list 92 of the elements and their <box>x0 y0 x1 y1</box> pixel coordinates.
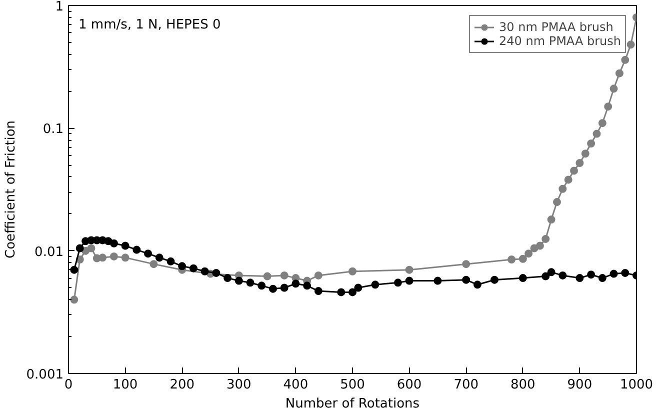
point <box>121 254 130 262</box>
point <box>394 278 402 287</box>
x-tick-label: 100 <box>112 378 138 392</box>
point <box>200 267 209 276</box>
point <box>110 252 118 260</box>
y-tick-label: 0.001 <box>26 368 64 382</box>
point <box>552 198 561 206</box>
point <box>212 268 220 277</box>
point <box>490 276 498 284</box>
point <box>610 270 618 278</box>
x-tick-label: 300 <box>226 378 252 392</box>
x-axis-title: Number of Rotations <box>285 396 420 412</box>
point <box>132 246 141 254</box>
point <box>258 282 266 290</box>
point <box>598 274 606 282</box>
y-tick-label: 1 <box>55 0 64 14</box>
point <box>348 267 356 276</box>
point <box>524 250 533 258</box>
point <box>518 254 527 263</box>
point <box>536 242 544 250</box>
point <box>621 268 630 277</box>
point <box>166 257 175 266</box>
point <box>314 271 322 280</box>
point <box>263 272 272 280</box>
point <box>280 271 288 280</box>
x-tick-label: 500 <box>340 378 365 392</box>
x-tick-label: 700 <box>454 378 479 392</box>
point <box>405 276 414 285</box>
point <box>576 274 584 282</box>
point <box>576 159 584 167</box>
point <box>570 166 578 175</box>
legend-label: 30 nm PMAA brush <box>499 20 614 34</box>
point <box>558 184 567 193</box>
point <box>547 216 556 224</box>
point <box>473 280 482 289</box>
point <box>268 284 277 293</box>
point <box>314 287 322 296</box>
x-tick-label: 800 <box>510 378 536 392</box>
point <box>87 244 96 252</box>
point <box>615 69 624 78</box>
point <box>70 296 78 304</box>
point <box>610 84 618 93</box>
point <box>189 264 198 272</box>
point <box>581 150 590 158</box>
point <box>518 274 527 282</box>
point <box>246 278 254 287</box>
point <box>434 276 442 285</box>
point <box>626 40 635 49</box>
y-tick-label: 0.01 <box>34 244 64 260</box>
x-tick-label: 200 <box>170 378 195 392</box>
legend-label: 240 nm PMAA brush <box>499 34 621 48</box>
x-tick-label: 900 <box>567 378 592 392</box>
point <box>592 130 601 138</box>
x-tick-label: 0 <box>64 378 73 392</box>
point <box>70 266 78 274</box>
point <box>547 268 556 276</box>
point <box>564 176 572 184</box>
point <box>121 242 130 250</box>
point <box>462 276 470 284</box>
point <box>542 234 550 243</box>
y-tick-label: 0.1 <box>42 122 64 138</box>
point <box>371 280 380 289</box>
point <box>150 260 158 268</box>
point <box>224 274 232 282</box>
point <box>462 260 470 268</box>
point <box>178 262 186 270</box>
point <box>337 288 346 296</box>
point <box>558 271 567 280</box>
x-tick-label: 600 <box>396 378 422 392</box>
point <box>144 250 152 258</box>
point <box>98 254 107 262</box>
point <box>234 276 243 285</box>
point <box>542 272 550 280</box>
point <box>110 239 118 248</box>
point <box>280 284 288 292</box>
point <box>587 140 596 148</box>
point <box>508 256 516 264</box>
x-tick-label: 400 <box>283 378 308 392</box>
point <box>348 288 356 296</box>
point <box>292 280 300 288</box>
x-tick-label: 1000 <box>620 378 654 392</box>
point <box>354 284 362 292</box>
point <box>587 270 596 279</box>
point <box>155 254 164 262</box>
point <box>598 119 606 128</box>
point <box>604 102 612 111</box>
point <box>303 282 312 290</box>
point <box>621 56 630 64</box>
y-axis-title: Coefficient of Friction <box>3 120 18 259</box>
annotation: 1 mm/s, 1 N, HEPES 0 <box>78 18 221 32</box>
point <box>405 266 414 274</box>
point <box>76 244 84 252</box>
